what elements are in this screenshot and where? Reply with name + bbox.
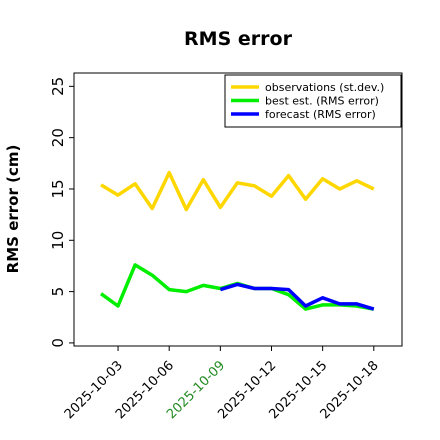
chart-title: RMS error bbox=[184, 28, 293, 50]
y-axis: 0 5 10 15 20 25 bbox=[49, 77, 74, 348]
series-line-3 bbox=[219, 282, 375, 311]
series-line-1 bbox=[100, 170, 375, 212]
series-lines bbox=[99, 170, 375, 311]
legend-label: forecast (RMS error) bbox=[265, 108, 376, 121]
y-tick-label: 20 bbox=[49, 128, 67, 147]
y-axis-label: RMS error (cm) bbox=[4, 145, 22, 274]
legend-label: observations (st.dev.) bbox=[265, 81, 384, 94]
y-tick-label: 10 bbox=[49, 231, 67, 250]
y-tick-label: 25 bbox=[49, 77, 67, 96]
y-tick-label: 15 bbox=[49, 179, 67, 198]
y-tick-label: 5 bbox=[49, 287, 67, 297]
x-axis: 2025-10-032025-10-062025-10-092025-10-12… bbox=[62, 346, 382, 422]
y-tick-label: 0 bbox=[49, 338, 67, 348]
legend-label: best est. (RMS error) bbox=[265, 95, 379, 108]
legend: observations (st.dev.)best est. (RMS err… bbox=[224, 74, 402, 128]
